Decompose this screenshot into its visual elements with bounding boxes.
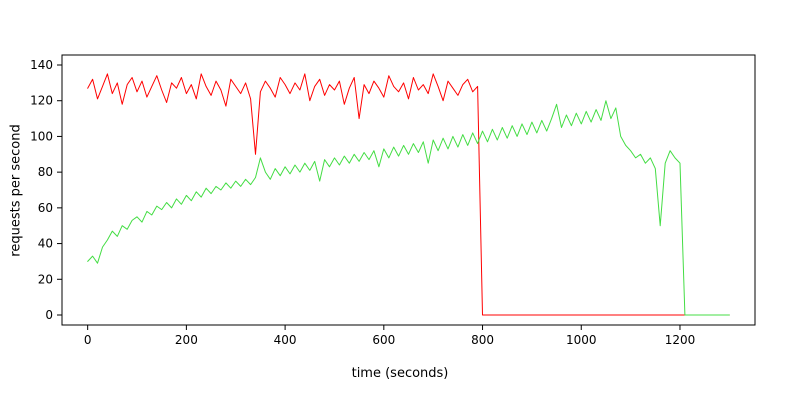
x-axis-tick-label: 600 (372, 333, 395, 347)
x-axis-tick-label: 800 (471, 333, 494, 347)
y-axis-tick-label: 100 (30, 129, 53, 143)
y-axis-tick-label: 120 (30, 94, 53, 108)
x-axis-tick-label: 1000 (566, 333, 597, 347)
x-axis-tick-label: 400 (274, 333, 297, 347)
y-axis-tick-label: 40 (38, 237, 53, 251)
y-axis-tick-label: 20 (38, 272, 53, 286)
series-line-green (87, 100, 730, 316)
series-line-red (87, 73, 730, 316)
x-axis-tick-label: 200 (175, 333, 198, 347)
x-axis-tick-label: 0 (84, 333, 92, 347)
y-axis-tick-label: 140 (30, 58, 53, 72)
y-axis-tick-label: 60 (38, 201, 53, 215)
y-axis-tick-label: 0 (45, 308, 53, 322)
x-axis-title: time (seconds) (351, 366, 449, 381)
y-axis-tick-label: 80 (38, 165, 53, 179)
plot-box (61, 54, 756, 326)
y-axis-title: requests per second (8, 124, 24, 257)
x-axis-tick-label: 1200 (665, 333, 696, 347)
